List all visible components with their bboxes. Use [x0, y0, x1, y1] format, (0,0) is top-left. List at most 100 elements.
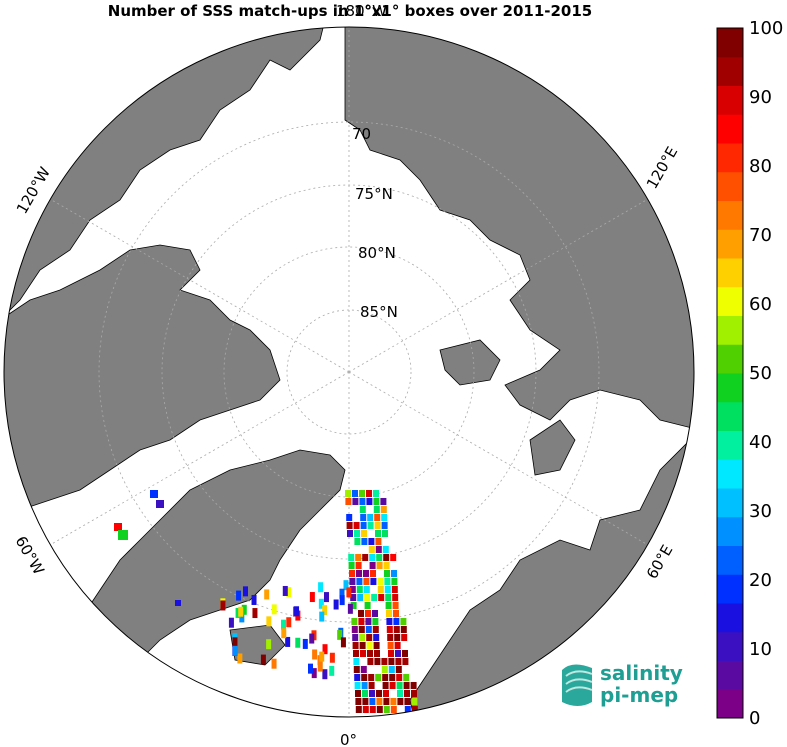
matchup-cell: [282, 585, 288, 596]
matchup-cell: [355, 562, 362, 569]
matchup-cell: [286, 617, 292, 628]
matchup-cell: [355, 690, 361, 697]
matchup-cell: [368, 674, 375, 681]
matchup-cell: [322, 644, 328, 655]
matchup-cell: [309, 633, 315, 644]
matchup-cell: [235, 607, 241, 618]
logo-line2: pi-mep: [600, 683, 678, 707]
matchup-cell: [369, 698, 376, 705]
matchup-cell: [389, 682, 396, 689]
matchup-cell: [388, 666, 395, 673]
matchup-cell: [402, 658, 409, 665]
matchup-cell: [356, 586, 363, 593]
matchup-cell: [395, 658, 402, 665]
colorbar-segment: [717, 315, 743, 345]
matchup-cell: [339, 595, 345, 606]
matchup-cell: [350, 594, 357, 601]
matchup-cell: [378, 594, 385, 601]
matchup-cell: [349, 578, 356, 585]
matchup-cell: [239, 612, 245, 623]
colorbar-segment: [717, 689, 743, 719]
matchup-cell: [383, 690, 389, 697]
matchup-cell: [371, 594, 378, 601]
matchup-cell: [302, 638, 308, 649]
matchup-cell: [348, 562, 355, 569]
matchup-cell: [367, 514, 374, 521]
matchup-cell: [384, 578, 391, 585]
colorbar-segment: [717, 516, 743, 546]
matchup-cell: [375, 546, 382, 553]
colorbar-segment: [717, 430, 743, 460]
matchup-cell: [393, 610, 399, 617]
colorbar: [717, 28, 743, 719]
matchup-cell: [389, 674, 396, 681]
matchup-cell: [376, 562, 383, 569]
matchup-cell: [388, 650, 394, 657]
colorbar-tick-label: 50: [749, 363, 772, 384]
colorbar-segment: [717, 258, 743, 288]
colorbar-segment: [717, 660, 743, 690]
matchup-cell: [396, 682, 403, 689]
matchup-cell: [346, 522, 353, 529]
colorbar-segment: [717, 143, 743, 173]
colorbar-tick-label: 60: [749, 294, 772, 315]
matchup-cell: [364, 594, 371, 601]
matchup-cell: [365, 626, 372, 633]
matchup-cell: [355, 554, 362, 561]
matchup-cell: [392, 594, 399, 601]
matchup-cell: [386, 626, 393, 633]
matchup-cell: [373, 634, 380, 641]
matchup-cell: [384, 586, 391, 593]
matchup-cell: [360, 650, 366, 657]
matchup-cell: [329, 665, 335, 676]
matchup-cell: [368, 538, 375, 545]
matchup-cell: [363, 570, 369, 577]
matchup-cell: [156, 500, 164, 508]
matchup-cell: [387, 642, 394, 649]
matchup-cell: [373, 498, 380, 505]
matchup-cell: [242, 586, 248, 597]
lon-label-0: 0°: [340, 731, 357, 747]
lon-label-60e: 60°E: [643, 542, 677, 582]
colorbar-tick-label: 20: [749, 570, 772, 591]
matchup-cell: [403, 682, 410, 689]
colorbar-segment: [717, 85, 743, 115]
matchup-cell: [114, 523, 122, 531]
matchup-cell: [358, 618, 365, 625]
matchup-cell: [349, 586, 356, 593]
matchup-cell: [228, 617, 234, 628]
matchup-cell: [362, 706, 369, 713]
colorbar-segment: [717, 229, 743, 259]
matchup-cell: [236, 590, 242, 601]
matchup-cell: [354, 682, 361, 689]
matchup-cell: [340, 637, 346, 648]
matchup-cell: [349, 570, 355, 577]
matchup-cell: [376, 698, 383, 705]
matchup-cell: [362, 554, 369, 561]
matchup-cell: [348, 554, 355, 561]
matchup-cell: [375, 674, 382, 681]
matchup-cell: [373, 490, 379, 497]
matchup-cell: [343, 580, 349, 591]
matchup-cell: [385, 594, 392, 601]
matchup-cell: [388, 658, 395, 665]
matchup-cell: [322, 605, 328, 616]
matchup-cell: [374, 514, 381, 521]
lat-label-85: 85°N: [360, 303, 398, 321]
matchup-cell: [317, 661, 323, 672]
matchup-cell: [345, 498, 352, 505]
colorbar-tick-label: 30: [749, 501, 772, 522]
lon-label-120e: 120°E: [643, 144, 681, 192]
matchup-cell: [365, 610, 371, 617]
colorbar-segment: [717, 631, 743, 661]
matchup-cell: [385, 602, 392, 609]
matchup-cell: [390, 698, 397, 705]
matchup-cell: [323, 592, 329, 603]
matchup-cell: [382, 674, 389, 681]
matchup-cell: [383, 554, 390, 561]
land-archipelago: [4, 244, 281, 516]
matchup-cell: [401, 634, 408, 641]
matchup-cell: [252, 608, 258, 619]
colorbar-tick-label: 100: [749, 18, 783, 39]
